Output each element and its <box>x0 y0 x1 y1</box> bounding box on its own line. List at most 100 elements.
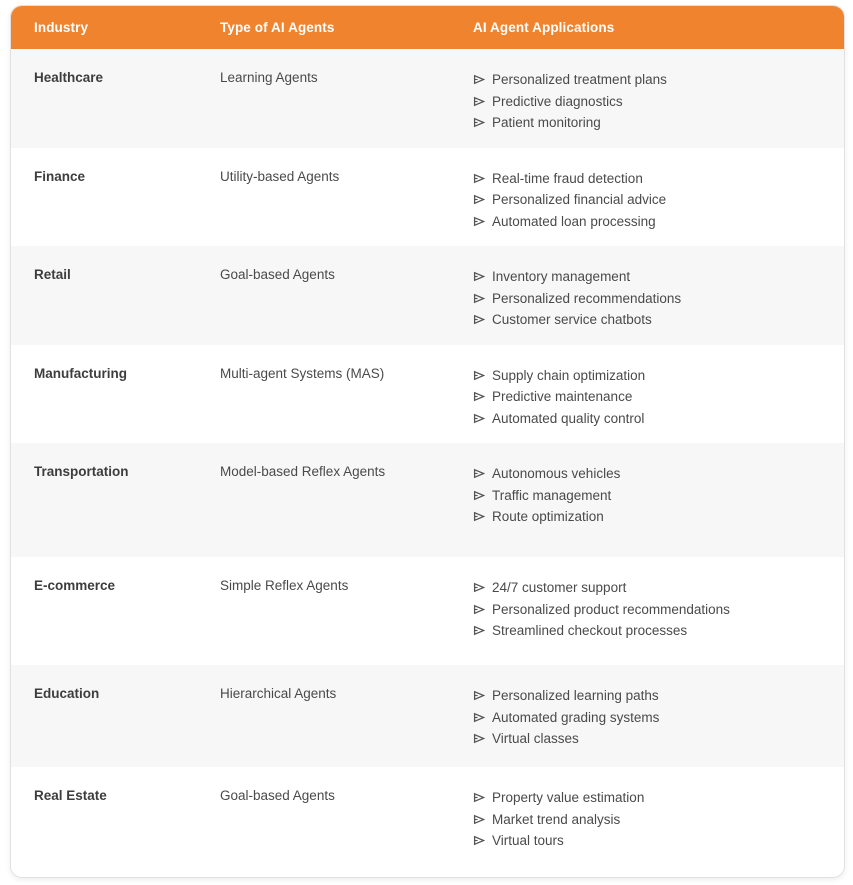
application-item: Automated quality control <box>473 408 828 430</box>
column-header-agent-type: Type of AI Agents <box>220 20 335 35</box>
arrowhead-right-icon <box>473 690 485 701</box>
applications-cell: Personalized treatment plans Predictive … <box>473 69 828 134</box>
industry-cell: Education <box>34 686 100 701</box>
arrowhead-right-icon <box>473 74 485 85</box>
arrowhead-right-icon <box>473 194 485 205</box>
table-row: Transportation Model-based Reflex Agents… <box>11 443 844 557</box>
application-item: Virtual tours <box>473 830 828 852</box>
application-item: Traffic management <box>473 485 828 507</box>
industry-cell: Real Estate <box>34 788 107 803</box>
application-text: Market trend analysis <box>492 811 621 827</box>
application-item: Predictive maintenance <box>473 386 828 408</box>
application-item: Patient monitoring <box>473 112 828 134</box>
arrowhead-right-icon <box>473 625 485 636</box>
application-item: Customer service chatbots <box>473 309 828 331</box>
arrowhead-right-icon <box>473 792 485 803</box>
table-row: Education Hierarchical Agents Personaliz… <box>11 665 844 767</box>
application-text: Automated loan processing <box>492 213 656 229</box>
application-item: Automated grading systems <box>473 707 828 729</box>
arrowhead-right-icon <box>473 173 485 184</box>
agent-type-cell: Utility-based Agents <box>220 168 340 184</box>
arrowhead-right-icon <box>473 814 485 825</box>
agent-type-cell: Hierarchical Agents <box>220 686 337 701</box>
application-text: Customer service chatbots <box>492 312 652 327</box>
application-item: Personalized recommendations <box>473 288 828 310</box>
agent-type-cell: Learning Agents <box>220 70 318 85</box>
application-text: Personalized product recommendations <box>492 601 730 617</box>
applications-cell: Inventory management Personalized recomm… <box>473 266 828 331</box>
application-text: Predictive diagnostics <box>492 93 623 109</box>
arrowhead-right-icon <box>473 293 485 304</box>
application-item: Market trend analysis <box>473 809 828 831</box>
application-text: Autonomous vehicles <box>492 466 621 481</box>
application-text: Real-time fraud detection <box>492 170 643 186</box>
application-text: Inventory management <box>492 269 631 284</box>
application-text: Virtual classes <box>492 731 579 746</box>
arrowhead-right-icon <box>473 835 485 846</box>
application-text: Supply chain optimization <box>492 367 646 383</box>
arrowhead-right-icon <box>473 271 485 282</box>
applications-cell: Real-time fraud detection Personalized f… <box>473 168 828 233</box>
application-item: Autonomous vehicles <box>473 463 828 485</box>
agent-type-cell: Multi-agent Systems (MAS) <box>220 365 385 381</box>
industry-cell: Finance <box>34 168 86 184</box>
column-header-industry: Industry <box>34 20 89 35</box>
application-item: 24/7 customer support <box>473 577 828 599</box>
arrowhead-right-icon <box>473 712 485 723</box>
arrowhead-right-icon <box>473 117 485 128</box>
column-header-applications: AI Agent Applications <box>473 20 615 35</box>
application-text: 24/7 customer support <box>492 580 627 595</box>
application-item: Property value estimation <box>473 787 828 809</box>
agent-type-cell: Model-based Reflex Agents <box>220 464 386 479</box>
application-item: Virtual classes <box>473 728 828 750</box>
arrowhead-right-icon <box>473 370 485 381</box>
applications-cell: Property value estimation Market trend a… <box>473 787 828 852</box>
application-text: Automated quality control <box>492 410 645 426</box>
industry-cell: Retail <box>34 267 71 282</box>
agent-type-cell: Simple Reflex Agents <box>220 578 349 593</box>
arrowhead-right-icon <box>473 314 485 325</box>
applications-cell: Personalized learning paths Automated gr… <box>473 685 828 750</box>
application-text: Property value estimation <box>492 790 645 805</box>
application-item: Streamlined checkout processes <box>473 620 828 642</box>
application-text: Automated grading systems <box>492 709 660 725</box>
application-text: Personalized learning paths <box>492 688 659 703</box>
application-item: Supply chain optimization <box>473 365 828 387</box>
arrowhead-right-icon <box>473 604 485 615</box>
application-text: Streamlined checkout processes <box>492 623 688 638</box>
application-text: Personalized financial advice <box>492 192 667 207</box>
applications-cell: Autonomous vehicles Traffic management R… <box>473 463 828 528</box>
table-row: Retail Goal-based Agents Inventory manag… <box>11 246 844 345</box>
arrowhead-right-icon <box>473 413 485 424</box>
table-row: E-commerce Simple Reflex Agents 24/7 cus… <box>11 557 844 665</box>
industry-cell: Transportation <box>34 464 129 479</box>
industry-cell: E-commerce <box>34 578 116 593</box>
table-header-row: Industry Type of AI Agents AI Agent Appl… <box>11 6 844 49</box>
agent-type-cell: Goal-based Agents <box>220 788 335 803</box>
application-text: Personalized treatment plans <box>492 72 667 87</box>
applications-cell: 24/7 customer support Personalized produ… <box>473 577 828 642</box>
arrowhead-right-icon <box>473 468 485 479</box>
application-text: Virtual tours <box>492 833 564 848</box>
application-item: Inventory management <box>473 266 828 288</box>
application-text: Personalized recommendations <box>492 290 682 306</box>
application-item: Real-time fraud detection <box>473 168 828 190</box>
table-row: Real Estate Goal-based Agents Property v… <box>11 767 844 877</box>
application-item: Personalized product recommendations <box>473 599 828 621</box>
arrowhead-right-icon <box>473 216 485 227</box>
application-text: Patient monitoring <box>492 115 601 130</box>
arrowhead-right-icon <box>473 490 485 501</box>
ai-agents-table: Industry Type of AI Agents AI Agent Appl… <box>10 5 845 878</box>
table-body: Healthcare Learning Agents Personalized … <box>11 49 844 877</box>
table-row: Manufacturing Multi-agent Systems (MAS) … <box>11 344 844 443</box>
application-item: Route optimization <box>473 506 828 528</box>
arrowhead-right-icon <box>473 511 485 522</box>
application-item: Automated loan processing <box>473 211 828 233</box>
application-item: Personalized financial advice <box>473 189 828 211</box>
application-text: Route optimization <box>492 509 604 524</box>
application-text: Traffic management <box>492 487 612 503</box>
table-row: Healthcare Learning Agents Personalized … <box>11 49 844 148</box>
arrowhead-right-icon <box>473 96 485 107</box>
agent-type-cell: Goal-based Agents <box>220 267 335 282</box>
applications-cell: Supply chain optimization Predictive mai… <box>473 365 828 430</box>
